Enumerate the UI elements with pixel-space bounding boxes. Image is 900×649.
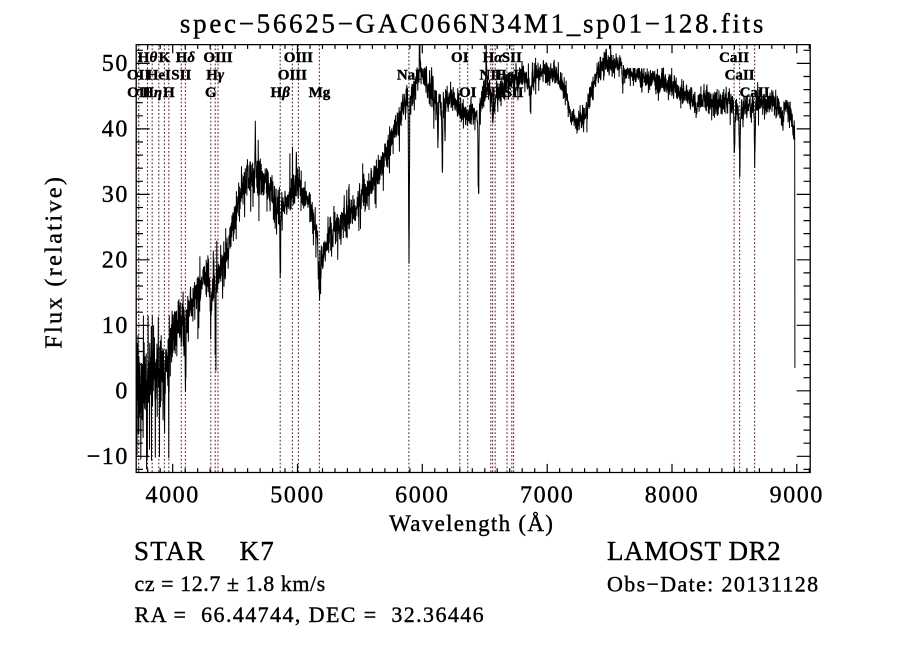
svg-text:OIII: OIII (278, 68, 307, 84)
svg-text:30: 30 (102, 182, 129, 208)
svg-text:10: 10 (102, 313, 129, 339)
svg-text:RA = 66.44744, DEC = 32.3644: RA = 66.44744, DEC = 32.36446 (135, 602, 486, 627)
svg-text:G: G (205, 85, 217, 101)
svg-text:SII: SII (502, 50, 522, 66)
svg-text:HeI: HeI (147, 68, 171, 84)
svg-text:OIII: OIII (203, 50, 232, 66)
svg-text:5000: 5000 (270, 483, 324, 509)
svg-text:STAR: STAR (134, 536, 206, 566)
svg-text:Hβ: Hβ (271, 85, 291, 101)
svg-text:CaII: CaII (725, 68, 755, 84)
svg-text:K: K (159, 50, 171, 66)
svg-text:Hθ: Hθ (138, 50, 158, 66)
svg-text:Hδ: Hδ (176, 50, 196, 66)
svg-text:Flux (relative): Flux (relative) (42, 175, 68, 349)
svg-text:9000: 9000 (770, 483, 824, 509)
svg-text:H: H (163, 85, 175, 101)
svg-text:40: 40 (102, 117, 129, 143)
svg-text:CaII: CaII (719, 50, 749, 66)
svg-text:OI: OI (459, 85, 477, 101)
svg-text:4000: 4000 (145, 483, 199, 509)
svg-text:OI: OI (451, 50, 469, 66)
svg-text:−10: −10 (87, 444, 129, 470)
svg-text:8000: 8000 (645, 483, 699, 509)
svg-text:50: 50 (102, 51, 129, 77)
svg-text:Hα: Hα (483, 50, 504, 66)
svg-text:OII: OII (127, 68, 151, 84)
svg-text:7000: 7000 (520, 483, 574, 509)
svg-text:spec−56625−GAC066N34M1_sp01−12: spec−56625−GAC066N34M1_sp01−128.fits (180, 9, 766, 39)
svg-text:0: 0 (115, 379, 129, 405)
svg-text:Hη: Hη (142, 85, 162, 101)
svg-text:Hγ: Hγ (206, 68, 225, 84)
svg-text:Mg: Mg (309, 85, 331, 101)
svg-text:K7: K7 (240, 536, 275, 566)
svg-text:OIII: OIII (284, 50, 313, 66)
svg-text:cz = 12.7 ± 1.8 km/s: cz = 12.7 ± 1.8 km/s (135, 571, 326, 596)
svg-text:6000: 6000 (395, 483, 449, 509)
svg-text:Obs−Date: 20131128: Obs−Date: 20131128 (607, 572, 819, 597)
svg-text:LAMOST DR2: LAMOST DR2 (607, 536, 781, 566)
svg-text:SII: SII (171, 68, 191, 84)
svg-text:20: 20 (102, 248, 129, 274)
svg-text:OII: OII (127, 85, 151, 101)
svg-text:Wavelength (Å): Wavelength (Å) (389, 511, 554, 536)
